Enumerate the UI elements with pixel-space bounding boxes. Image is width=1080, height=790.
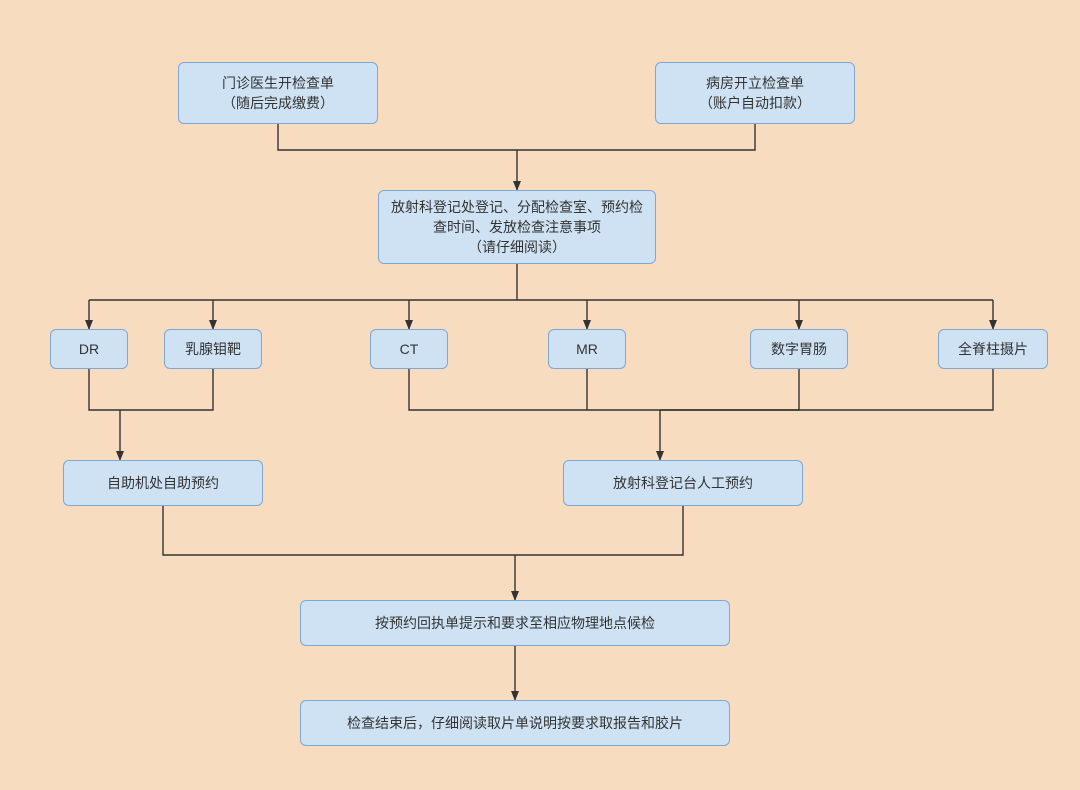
node-n_wait: 按预约回执单提示和要求至相应物理地点候检 xyxy=(300,600,730,646)
edge-0 xyxy=(278,124,517,150)
edge-1 xyxy=(517,124,755,150)
node-n_manual: 放射科登记台人工预约 xyxy=(563,460,803,506)
edge-11 xyxy=(89,369,120,410)
edge-20 xyxy=(515,506,683,555)
flowchart-canvas: 门诊医生开检查单 （随后完成缴费） 病房开立检查单 （账户自动扣款） 放射科登记处登… xyxy=(0,0,1080,790)
edge-17 xyxy=(660,369,993,410)
edge-14 xyxy=(409,369,660,410)
node-n_mr: MR xyxy=(548,329,626,369)
edge-19 xyxy=(163,506,515,555)
node-n_mam: 乳腺钼靶 xyxy=(164,329,262,369)
node-n_spine: 全脊柱摄片 xyxy=(938,329,1048,369)
node-n_self: 自助机处自助预约 xyxy=(63,460,263,506)
node-n_ct: CT xyxy=(370,329,448,369)
edge-16 xyxy=(660,369,799,410)
edges-layer xyxy=(0,0,1080,790)
node-n_dr: DR xyxy=(50,329,128,369)
node-n_ward: 病房开立检查单 （账户自动扣款） xyxy=(655,62,855,124)
node-n_out: 门诊医生开检查单 （随后完成缴费） xyxy=(178,62,378,124)
edge-12 xyxy=(120,369,213,410)
node-n_done: 检查结束后，仔细阅读取片单说明按要求取报告和胶片 xyxy=(300,700,730,746)
node-n_reg: 放射科登记处登记、分配检查室、预约检查时间、发放检查注意事项 （请仔细阅读） xyxy=(378,190,656,264)
node-n_gi: 数字胃肠 xyxy=(750,329,848,369)
